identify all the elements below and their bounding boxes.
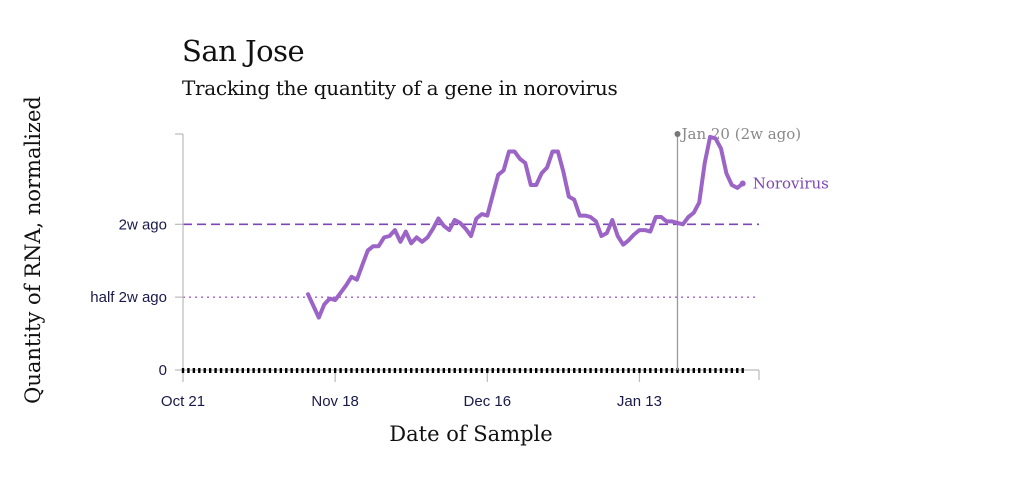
- annotation-marker: [674, 131, 681, 137]
- chart-title: San Jose: [182, 34, 305, 68]
- reference-lines: [183, 223, 759, 298]
- y-tick-label: 2w ago: [119, 216, 167, 233]
- y-tick-label: 0: [159, 362, 167, 379]
- x-axis-title: Date of Sample: [389, 422, 552, 446]
- series-label: Norovirus: [753, 175, 829, 193]
- series-line-norovirus: [306, 134, 745, 320]
- y-tick-label: half 2w ago: [90, 289, 167, 306]
- series-layer: Norovirus: [306, 134, 829, 320]
- x-tick-label: Dec 16: [464, 393, 512, 410]
- x-tick-label: Oct 21: [161, 393, 205, 410]
- x-tick-label: Jan 13: [617, 393, 662, 410]
- chart-subtitle: Tracking the quantity of a gene in norov…: [182, 76, 618, 100]
- axes: 0 half 2w ago 2w ago Oct 21 Nov 18 Dec 16 Jan …: [90, 125, 801, 410]
- x-tick-label: Nov 18: [311, 393, 359, 410]
- annotation-label: Jan 20 (2w ago): [679, 125, 801, 143]
- y-axis-title: Quantity of RNA, normalized: [21, 96, 45, 404]
- series-end-point: [739, 180, 746, 187]
